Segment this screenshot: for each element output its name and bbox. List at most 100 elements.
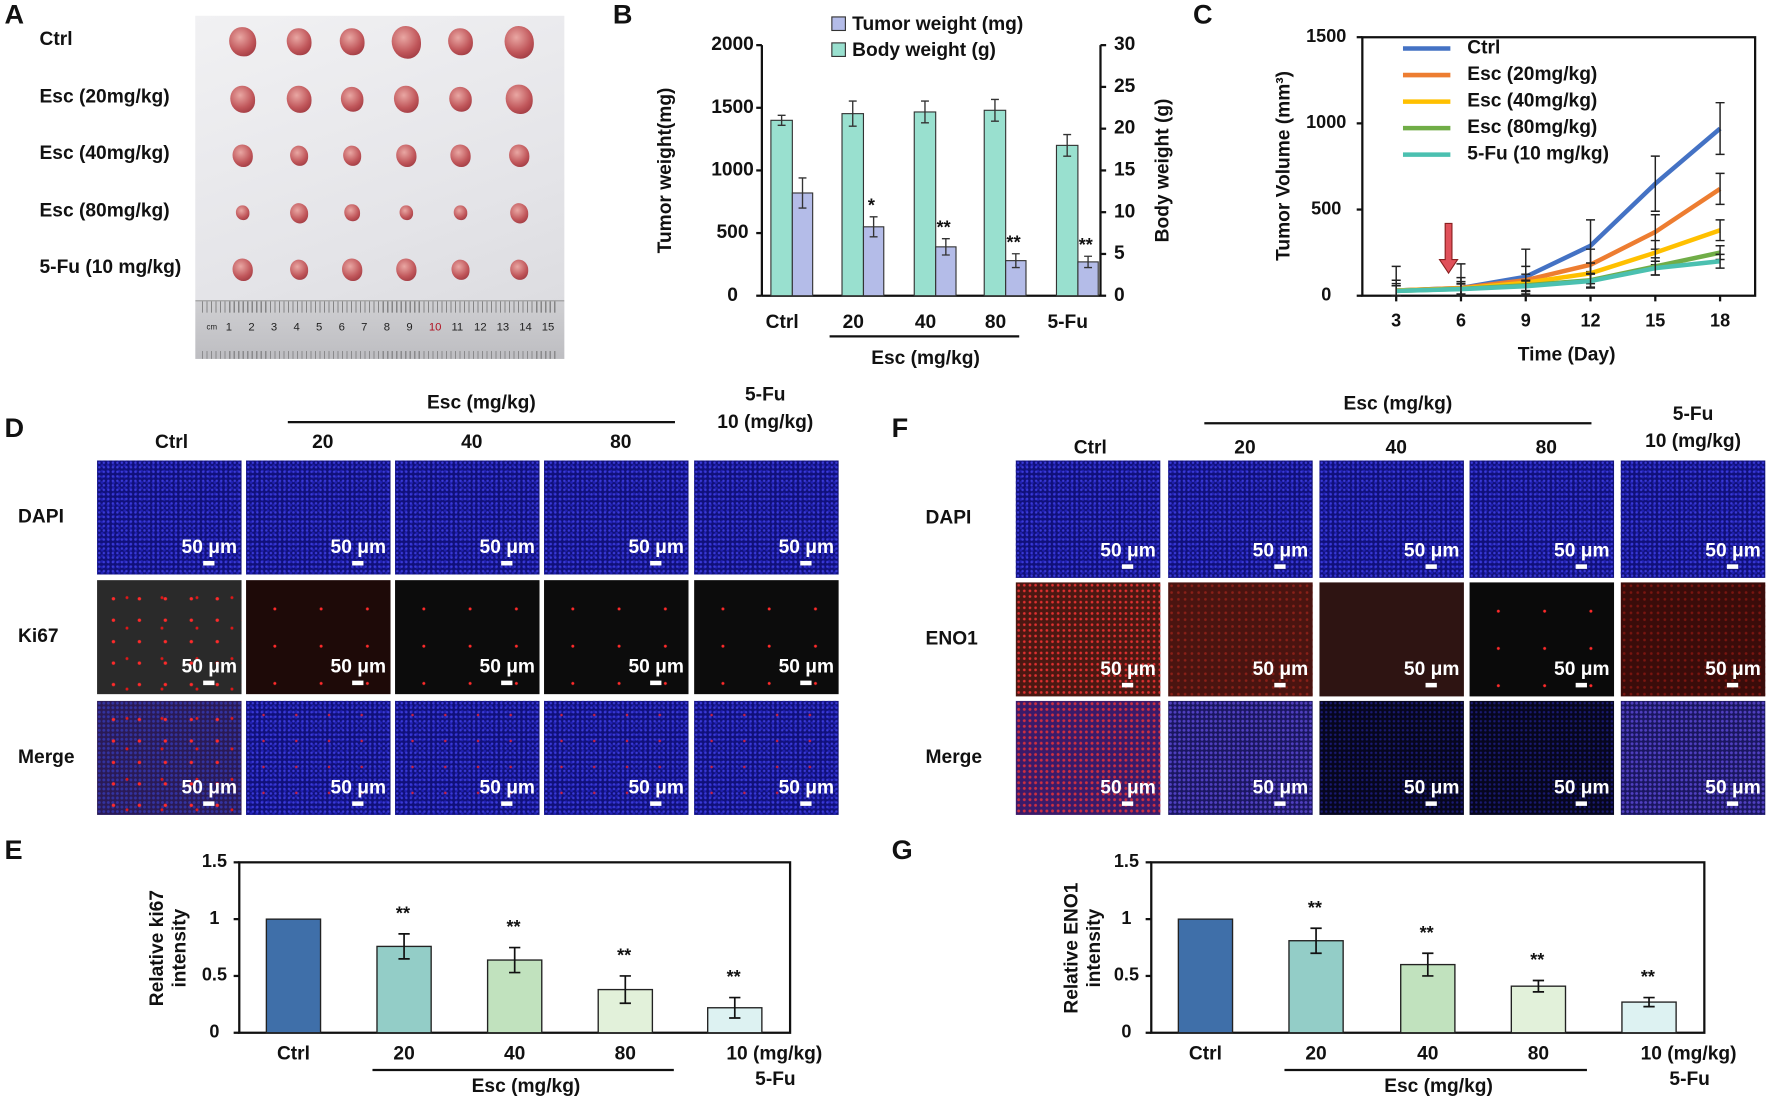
error-bar <box>1521 280 1531 293</box>
y2-tick-label: 20 <box>1114 118 1135 139</box>
scale-bar-line <box>352 560 364 566</box>
fu-dose-label: 10 (mg/kg) <box>717 410 814 433</box>
scale-bar-label: 50 μm <box>778 536 835 558</box>
fu-label: 5-Fu <box>1669 1069 1709 1090</box>
tumor <box>232 144 253 167</box>
micrograph-dapi: 50 μm <box>544 460 689 575</box>
error-bar <box>1310 927 1322 955</box>
micrograph-merge: 50 μm <box>1469 700 1615 815</box>
scale-bar-label: 50 μm <box>1554 658 1610 680</box>
ruler-number: 15 <box>541 321 555 335</box>
scale-bar-label: 50 μm <box>330 536 387 558</box>
micrograph-merge: 50 μm <box>1319 700 1464 815</box>
x-tick-label: 80 <box>1528 1043 1549 1064</box>
tumor <box>290 203 309 224</box>
significance-mark: ** <box>1308 898 1322 918</box>
panel-label-a: A <box>4 0 25 31</box>
micrograph-merge: 50 μm <box>694 700 839 815</box>
error-bar <box>729 996 741 1019</box>
column-header: 40 <box>1385 436 1407 459</box>
x-axis-label: Esc (mg/kg) <box>871 348 980 369</box>
x-tick-label: 10 (mg/kg) <box>726 1043 822 1064</box>
scale-bar-line <box>1727 682 1739 688</box>
ruler-number: 4 <box>293 321 300 335</box>
scale-bar-line <box>352 680 364 686</box>
ruler-number: 14 <box>519 321 532 335</box>
tumor <box>453 205 468 221</box>
column-header: 40 <box>461 431 483 453</box>
bar <box>1288 940 1344 1034</box>
micrograph-eno1: 50 μm <box>1620 582 1766 697</box>
y2-tick-label: 15 <box>1114 159 1136 180</box>
ruler-number: 11 <box>451 321 464 335</box>
micrograph-ki67: 50 μm <box>544 580 689 695</box>
scale-bar-line <box>1274 801 1287 806</box>
scale-bar: 50 μm <box>182 656 237 686</box>
row-label: DAPI <box>925 506 972 529</box>
group-label: Esc (mg/kg) <box>1343 392 1453 415</box>
x-tick-label: 5-Fu <box>1048 312 1088 333</box>
error-bar <box>1715 172 1725 206</box>
error-bar <box>1586 273 1596 289</box>
x-tick-label: 9 <box>1521 310 1531 330</box>
y-tick-label: 0.5 <box>1114 965 1139 985</box>
y-tick-label: 500 <box>1311 198 1341 218</box>
scale-bar-label: 50 μm <box>628 655 684 678</box>
column-header: 80 <box>1535 436 1557 459</box>
micrograph-merge: 50 μm <box>246 700 391 815</box>
scale-bar-label: 50 μm <box>1705 658 1761 680</box>
scale-bar-line <box>1727 801 1739 806</box>
scale-bar-label: 50 μm <box>1100 658 1156 680</box>
y-tick-label: 0.5 <box>202 965 227 985</box>
y-tick-label: 1000 <box>711 159 754 180</box>
y-tick-label: 1 <box>1121 908 1131 928</box>
error-bar <box>941 238 950 256</box>
y-tick-label: 1000 <box>1306 112 1346 132</box>
legend-label-tumor: Tumor weight (mg) <box>852 14 1023 35</box>
y2-tick-label: 30 <box>1114 34 1135 55</box>
tumor <box>340 86 364 112</box>
scale-bar-line <box>501 801 513 806</box>
scale-bar-label: 50 μm <box>1403 776 1460 798</box>
error-bar <box>798 177 807 209</box>
scale-bar: 50 μm <box>1554 658 1610 688</box>
scale-bar: 50 μm <box>1705 540 1761 569</box>
error-bar <box>1715 219 1725 242</box>
fu-label: 5-Fu <box>745 383 786 406</box>
scale-bar-label: 50 μm <box>778 776 835 798</box>
micrograph-dapi: 50 μm <box>694 460 839 575</box>
bar <box>376 945 432 1034</box>
tumor <box>343 145 362 166</box>
significance-mark: ** <box>617 946 631 966</box>
micrograph-eno1: 50 μm <box>1015 582 1161 697</box>
treatment-arrow-icon <box>1438 222 1459 275</box>
bar <box>1177 918 1234 1034</box>
scale-bar-line <box>1122 564 1134 569</box>
micrograph-merge: 50 μm <box>395 700 540 815</box>
error-bar <box>1456 283 1466 296</box>
bar <box>1510 985 1567 1034</box>
micrograph-merge: 50 μm <box>544 700 689 815</box>
x-tick-label: Ctrl <box>1189 1043 1222 1064</box>
scale-bar-line <box>650 560 662 566</box>
significance-mark: ** <box>937 217 951 237</box>
error-bar <box>1391 284 1401 297</box>
scale-bar-label: 50 μm <box>479 776 536 798</box>
y-tick-label: 1.5 <box>1114 851 1139 871</box>
scale-bar-line <box>1274 564 1287 569</box>
panel-label-f: F <box>891 413 909 444</box>
x-tick-label: 40 <box>915 312 936 333</box>
scale-bar-label: 50 μm <box>1252 539 1309 561</box>
ruler-number: 2 <box>248 321 255 335</box>
micrograph-ki67: 50 μm <box>246 580 391 695</box>
scale-bar-label: 50 μm <box>1554 776 1610 798</box>
y-tick-label: 1 <box>209 908 219 928</box>
tumor <box>451 259 470 280</box>
column-header: Ctrl <box>155 431 189 453</box>
scale-bar-label: 50 μm <box>628 536 684 558</box>
fu-label: 5-Fu <box>1672 402 1714 425</box>
bar-body-weight <box>913 111 937 297</box>
scale-bar-label: 50 μm <box>181 776 238 798</box>
scale-bar: 50 μm <box>1554 776 1610 806</box>
scale-bar-line <box>1426 682 1438 688</box>
